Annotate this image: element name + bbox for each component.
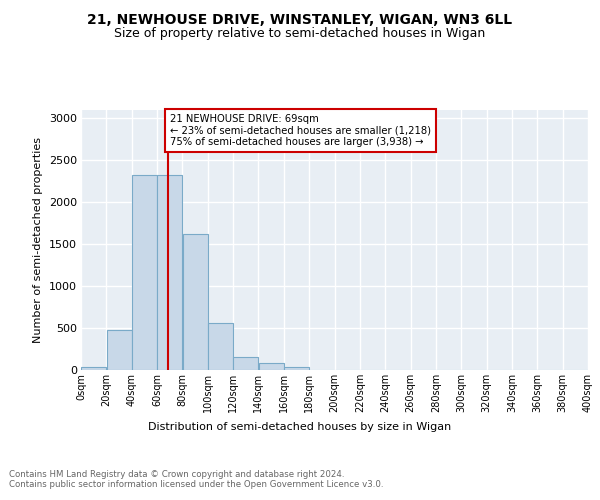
Text: 21, NEWHOUSE DRIVE, WINSTANLEY, WIGAN, WN3 6LL: 21, NEWHOUSE DRIVE, WINSTANLEY, WIGAN, W… (88, 12, 512, 26)
Text: Distribution of semi-detached houses by size in Wigan: Distribution of semi-detached houses by … (148, 422, 452, 432)
Bar (157, 176, 182, 370)
Bar (182, 234, 208, 370)
Bar (284, 366, 309, 370)
Text: Contains HM Land Registry data © Crown copyright and database right 2024.
Contai: Contains HM Land Registry data © Crown c… (9, 470, 383, 490)
Y-axis label: Number of semi-detached properties: Number of semi-detached properties (33, 137, 43, 343)
Bar (81, 368, 106, 370)
Bar (208, 323, 233, 370)
Bar (132, 176, 157, 370)
Bar (233, 358, 258, 370)
Bar (259, 363, 284, 370)
Bar (107, 330, 131, 370)
Text: Size of property relative to semi-detached houses in Wigan: Size of property relative to semi-detach… (115, 28, 485, 40)
Text: 21 NEWHOUSE DRIVE: 69sqm
← 23% of semi-detached houses are smaller (1,218)
75% o: 21 NEWHOUSE DRIVE: 69sqm ← 23% of semi-d… (170, 114, 431, 148)
